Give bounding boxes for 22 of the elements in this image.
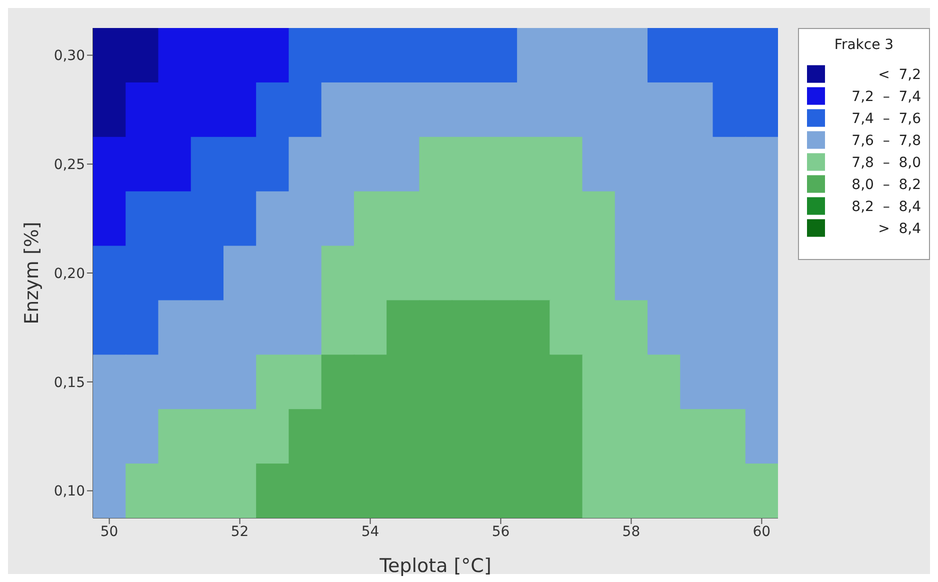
x-tick-label: 60	[752, 524, 771, 540]
color-bar-label: 7,6 – 7,8	[852, 133, 921, 149]
x-tick-label: 54	[361, 524, 380, 540]
y-tick-label: 0,15	[54, 374, 85, 391]
color-bar-label: 8,2 – 8,4	[852, 199, 922, 215]
y-axis-title: Enzym [%]	[21, 222, 43, 324]
color-bar-label: 8,0 – 8,2	[852, 177, 921, 193]
legend-title: Frakce 3	[834, 37, 894, 53]
color-bar-label: 7,2 – 7,4	[852, 89, 922, 105]
y-tick-label: 0,30	[54, 48, 85, 64]
x-tick-label: 56	[492, 524, 510, 540]
y-tick-label: 0,10	[54, 484, 85, 500]
y-tick-label: 0,20	[54, 266, 85, 282]
y-tick-label: 0,25	[54, 157, 85, 174]
x-tick-label: 50	[100, 524, 118, 540]
color-bar-label: 7,4 – 7,6	[852, 111, 922, 127]
color-bar-label: 7,8 – 8,0	[852, 155, 921, 171]
color-bar-label: > 8,4	[878, 221, 922, 237]
x-tick-label: 58	[622, 524, 640, 540]
x-tick-label: 52	[230, 524, 249, 540]
color-bar-label: < 7,2	[878, 67, 921, 83]
x-axis-title: Teplota [°C]	[378, 555, 492, 577]
